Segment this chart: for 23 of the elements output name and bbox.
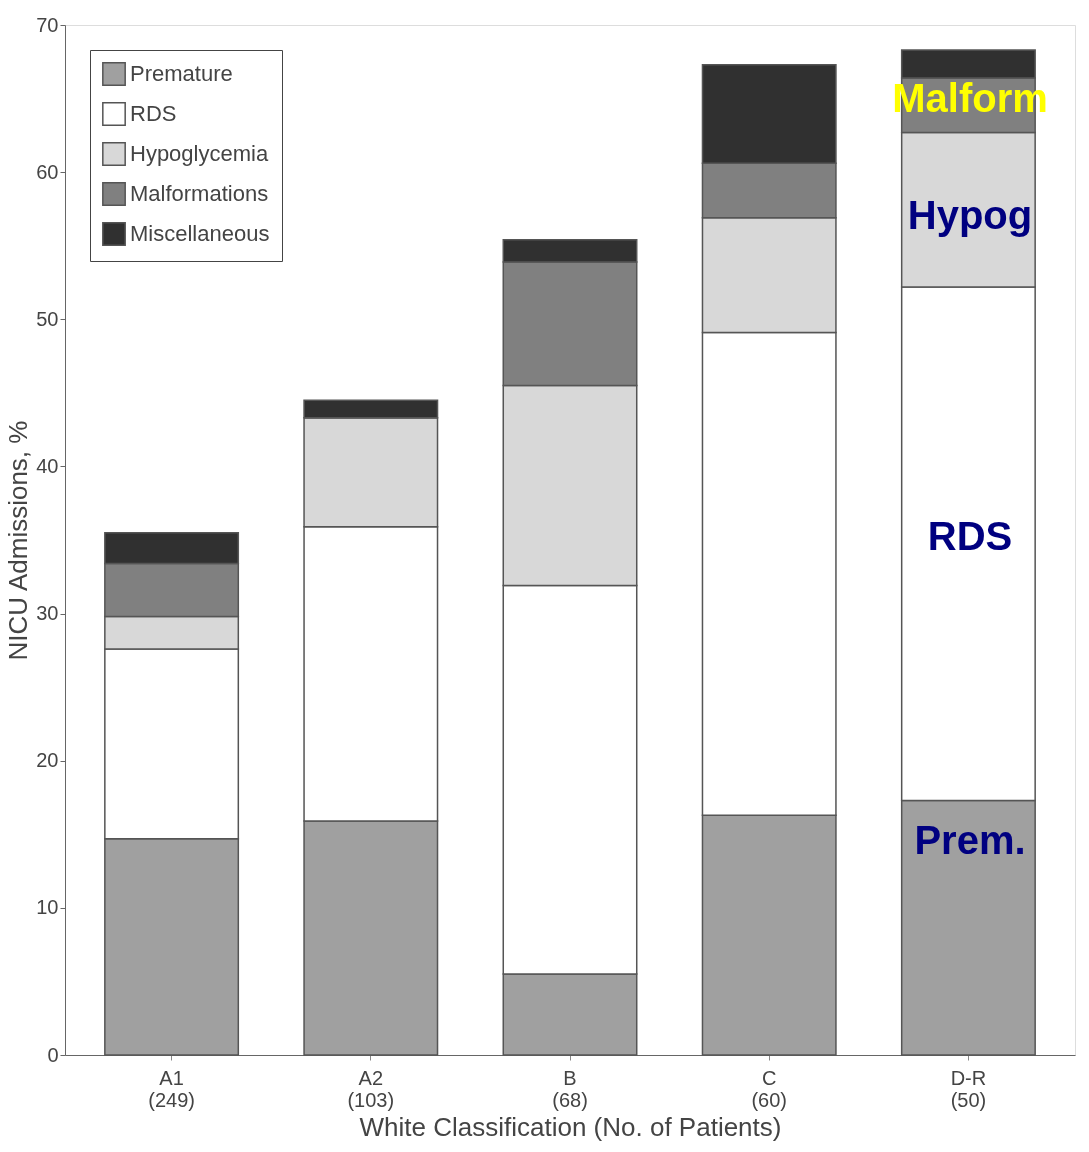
annotation: RDS	[927, 514, 1013, 558]
x-tick-label: D-R (50)	[950, 1066, 987, 1111]
y-tick-label: 60	[36, 160, 59, 183]
y-tick-label: 30	[36, 602, 59, 625]
legend-label: Premature	[130, 61, 233, 86]
legend-label: RDS	[130, 101, 177, 126]
y-tick-label: 20	[36, 749, 59, 772]
annotation: Prem.	[914, 818, 1026, 862]
x-tick-label: A1 (249)	[148, 1066, 195, 1111]
y-tick-label: 0	[47, 1043, 59, 1066]
x-tick-label: A2 (103)	[347, 1066, 395, 1111]
legend-label: Hypoglycemia	[130, 141, 269, 166]
y-tick-label: 40	[36, 454, 59, 477]
x-tick-label: B (68)	[552, 1066, 588, 1111]
x-axis-title: White Classification (No. of Patients)	[359, 1111, 782, 1142]
y-tick-label: 10	[36, 896, 59, 919]
y-axis-title: NICU Admissions, %	[3, 420, 34, 661]
y-tick-label: 50	[36, 307, 59, 330]
annotation: Hypog	[907, 193, 1033, 237]
x-tick-label: C (60)	[751, 1066, 787, 1111]
y-tick-label: 70	[36, 13, 59, 36]
legend-label: Malformations	[130, 181, 269, 206]
legend-label: Miscellaneous	[130, 221, 270, 246]
